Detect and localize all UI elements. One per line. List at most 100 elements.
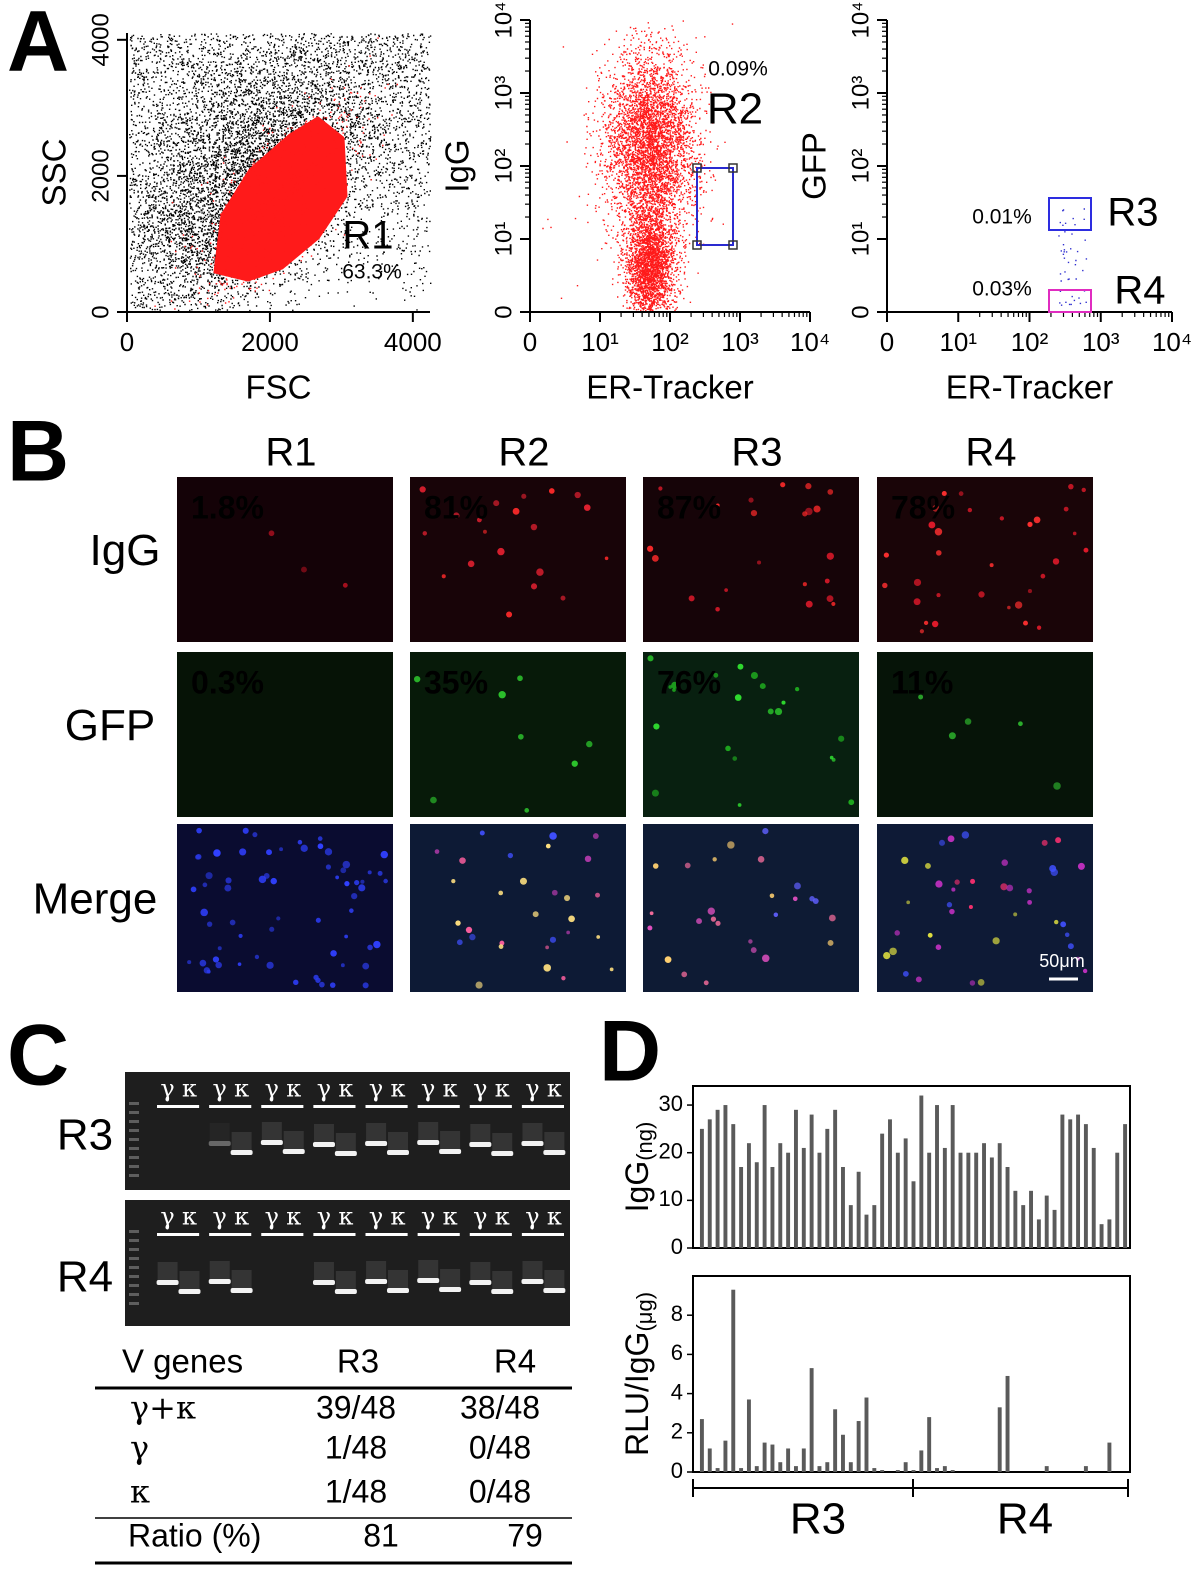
cell xyxy=(1033,516,1041,524)
y-tick-label: 2000 xyxy=(87,149,114,202)
gel-smear xyxy=(209,1123,230,1141)
cell xyxy=(918,694,924,700)
gate-name: R1 xyxy=(342,214,393,258)
micrograph xyxy=(177,652,393,817)
gel-band xyxy=(386,1288,409,1293)
ladder-band xyxy=(129,1239,139,1242)
bar xyxy=(1083,1124,1088,1248)
gel-band xyxy=(178,1289,201,1294)
y-axis-title: IgG(ng) xyxy=(619,1122,656,1213)
cell xyxy=(196,827,202,834)
cell xyxy=(795,687,800,692)
x-axis-title: FSC xyxy=(246,369,312,406)
y-tick-label: 0 xyxy=(671,1458,683,1483)
gate-percent: 63.3% xyxy=(342,261,402,284)
lane-bar xyxy=(469,1233,512,1236)
gate-fill xyxy=(213,116,348,282)
gate xyxy=(1048,197,1092,231)
cell xyxy=(242,827,249,834)
table-cell: 79 xyxy=(507,1517,543,1553)
lane-label: γ xyxy=(421,1075,435,1103)
cell xyxy=(498,890,504,896)
bar xyxy=(825,1462,830,1472)
bar xyxy=(699,1128,704,1248)
lane-bar xyxy=(521,1105,564,1108)
lane-label: κ xyxy=(286,1075,301,1103)
cell xyxy=(732,756,738,761)
micrograph-bg xyxy=(410,477,626,642)
cell xyxy=(551,889,558,896)
cell xyxy=(949,908,955,915)
cell xyxy=(315,977,321,983)
cell xyxy=(270,877,277,885)
cell xyxy=(476,517,482,523)
cell xyxy=(595,892,600,898)
x-tick-label: 10⁴ xyxy=(790,327,830,357)
cell xyxy=(519,877,527,885)
cell xyxy=(455,920,461,926)
bar xyxy=(864,1397,869,1472)
bar xyxy=(919,1450,924,1472)
cell xyxy=(422,531,428,536)
cell xyxy=(317,836,323,841)
column-header: R1 xyxy=(265,431,316,475)
cell xyxy=(498,691,506,699)
cell xyxy=(761,954,770,963)
y-axis-title: IgG xyxy=(439,139,476,192)
bar xyxy=(817,1466,822,1472)
lane-label: γ xyxy=(369,1203,383,1231)
table-cell: 39/48 xyxy=(316,1389,396,1425)
micrograph-bg xyxy=(643,824,859,992)
cell xyxy=(883,951,891,960)
cell xyxy=(545,843,551,849)
cell xyxy=(672,688,676,692)
bar xyxy=(856,1171,861,1248)
ladder-band xyxy=(129,1111,139,1114)
cell xyxy=(978,591,985,598)
cell xyxy=(203,967,211,974)
cell xyxy=(767,708,774,715)
gel-smear xyxy=(440,1131,461,1149)
cell xyxy=(737,663,744,670)
bar xyxy=(997,1407,1002,1472)
bar xyxy=(1091,1147,1096,1248)
gel-smear xyxy=(231,1132,252,1150)
gel-band xyxy=(543,1150,566,1155)
micrograph xyxy=(877,824,1093,992)
bar xyxy=(801,1147,806,1248)
cell xyxy=(315,917,321,923)
cell xyxy=(902,970,909,977)
cell xyxy=(263,873,270,879)
bar xyxy=(872,1468,877,1472)
cell xyxy=(750,509,758,517)
ladder-band xyxy=(129,1266,139,1269)
micrograph xyxy=(643,477,859,642)
cell xyxy=(268,530,275,537)
cell xyxy=(319,981,325,988)
cell xyxy=(344,880,350,887)
lane-label: κ xyxy=(390,1203,405,1231)
cell xyxy=(802,511,808,517)
bar xyxy=(919,1095,924,1248)
lane-label: κ xyxy=(390,1075,405,1103)
cell xyxy=(1077,862,1085,870)
cell xyxy=(199,959,207,967)
lane-label: κ xyxy=(182,1075,197,1103)
lane-label: γ xyxy=(213,1203,227,1231)
ladder-band xyxy=(129,1257,139,1260)
gel-smear xyxy=(387,1270,408,1288)
cell xyxy=(543,964,551,972)
bar xyxy=(754,1466,759,1472)
ladder-band xyxy=(129,1284,139,1287)
bar xyxy=(739,1468,744,1472)
bar xyxy=(1044,1195,1049,1248)
bar xyxy=(825,1128,830,1248)
x-tick-label: 0 xyxy=(120,327,134,357)
cell xyxy=(671,681,679,689)
y-axis-title: RLU/IgG(μg) xyxy=(619,1292,656,1456)
lane-label: κ xyxy=(338,1203,353,1231)
cell xyxy=(737,803,742,807)
cell xyxy=(967,507,973,513)
y-tick-label: 8 xyxy=(671,1301,683,1326)
cell xyxy=(1014,601,1023,609)
